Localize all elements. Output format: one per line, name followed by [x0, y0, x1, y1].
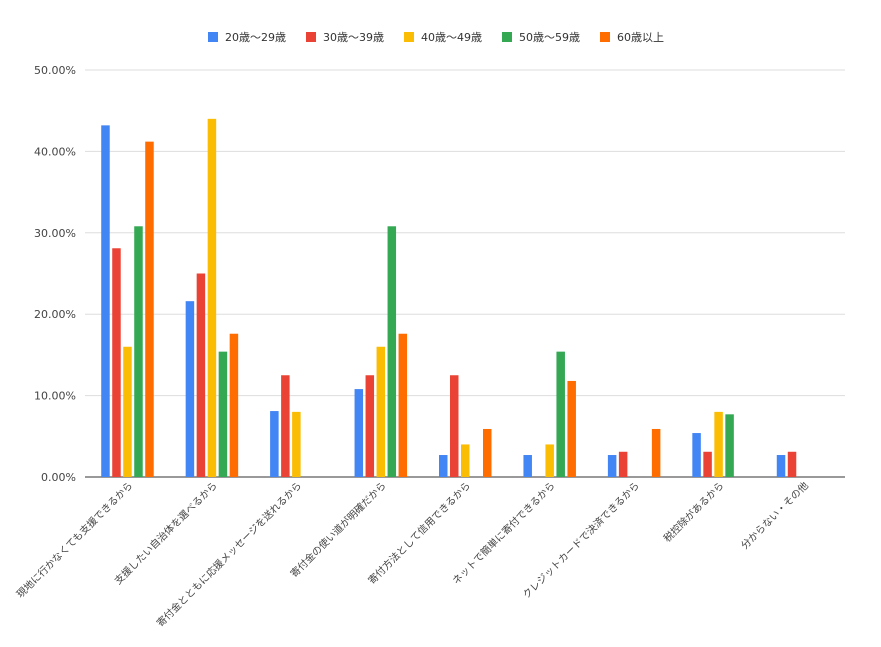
bar [545, 444, 554, 477]
y-tick-label: 10.00% [34, 390, 76, 403]
bar [134, 226, 143, 477]
bar [714, 411, 723, 477]
legend-label: 30歳〜39歳 [323, 31, 384, 44]
bar [439, 455, 448, 477]
x-tick-label: 寄付金の使い道が明確だから [288, 479, 389, 580]
bar [365, 375, 375, 477]
legend-label: 50歳〜59歳 [519, 31, 580, 44]
y-tick-label: 30.00% [34, 227, 76, 240]
bar [145, 141, 154, 477]
bar [651, 428, 661, 477]
bar [112, 248, 121, 477]
bar [618, 451, 628, 477]
bar [101, 125, 110, 478]
bar [185, 301, 195, 477]
bar [281, 375, 290, 477]
bar [450, 375, 459, 477]
bar [229, 333, 239, 477]
bar [461, 444, 470, 477]
bar [387, 226, 397, 477]
legend-label: 40歳〜49歳 [421, 31, 482, 44]
bar [483, 428, 492, 477]
bar [787, 451, 797, 477]
bar [556, 351, 565, 477]
legend-swatch [600, 32, 610, 42]
legend-label: 20歳〜29歳 [225, 31, 286, 44]
bar [123, 346, 132, 477]
legend-swatch [208, 32, 218, 42]
x-tick-label: 寄付金とともに応援メッセージを送れるから [154, 479, 304, 629]
bar [725, 414, 734, 477]
bar [523, 455, 532, 477]
y-tick-label: 20.00% [34, 308, 76, 321]
bar [567, 380, 576, 477]
bar [354, 389, 364, 477]
legend-swatch [404, 32, 414, 42]
bar [398, 333, 408, 477]
legend-swatch [306, 32, 316, 42]
y-tick-label: 0.00% [41, 471, 76, 484]
bar [376, 346, 386, 477]
y-tick-label: 50.00% [34, 64, 76, 77]
legend-label: 60歳以上 [617, 31, 664, 44]
bar [196, 273, 206, 477]
bar [703, 451, 712, 477]
y-tick-label: 40.00% [34, 145, 76, 158]
x-tick-label: 分からない・その他 [738, 479, 811, 552]
bar [692, 433, 701, 477]
bar [207, 118, 217, 477]
legend-swatch [502, 32, 512, 42]
bar [292, 411, 301, 477]
x-tick-label: 税控除があるから [661, 479, 727, 545]
bar [607, 455, 617, 477]
bar [270, 411, 279, 477]
bar [218, 351, 228, 477]
bar [776, 455, 786, 477]
